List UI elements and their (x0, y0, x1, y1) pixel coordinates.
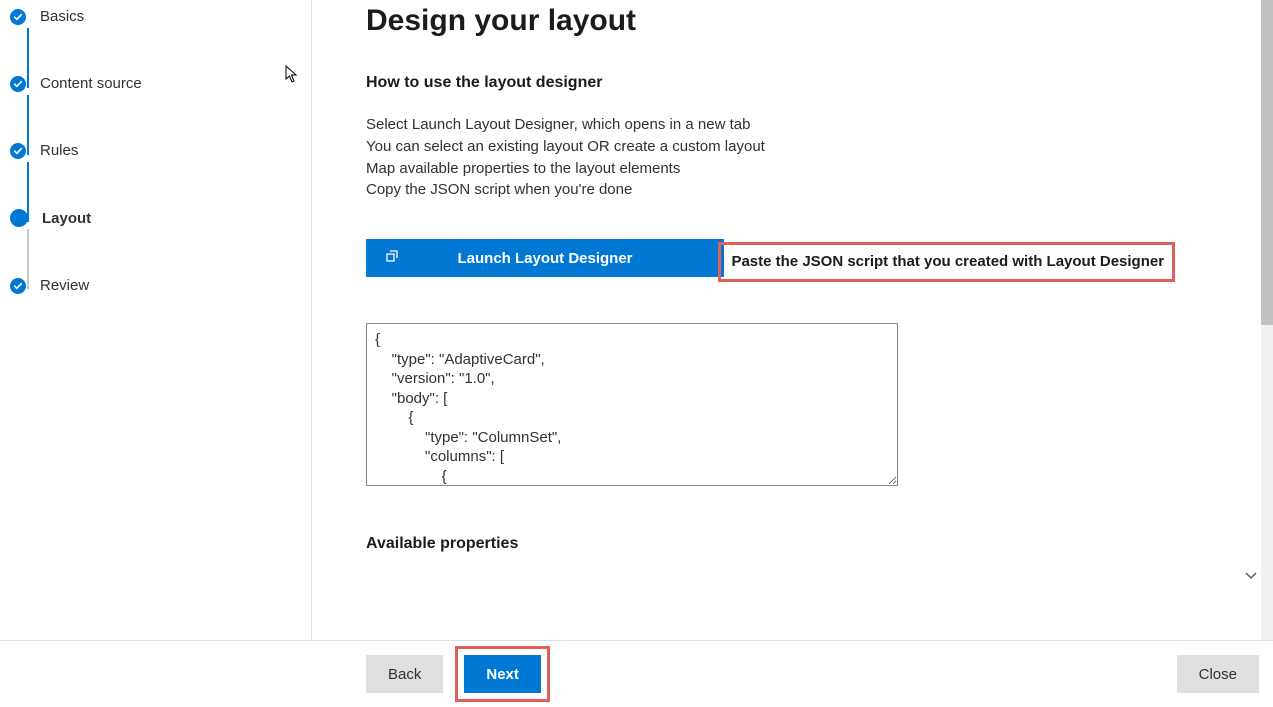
page-scrollbar-thumb[interactable] (1261, 0, 1273, 325)
json-script-textarea[interactable] (366, 323, 898, 486)
json-script-label: Paste the JSON script that you created w… (731, 253, 1164, 270)
launch-layout-designer-button[interactable]: Launch Layout Designer (366, 239, 724, 277)
step-label: Basics (40, 8, 84, 25)
json-label-highlight: Paste the JSON script that you created w… (718, 242, 1175, 282)
checkmark-icon (10, 76, 26, 92)
step-content-source[interactable]: Content source (10, 75, 311, 92)
available-properties-heading: Available properties (366, 535, 1273, 553)
step-label: Layout (42, 210, 91, 227)
wizard-steps-sidebar: Basics Content source Rules Layout (0, 0, 312, 640)
instruction-line: Map available properties to the layout e… (366, 158, 1273, 180)
step-label: Rules (40, 142, 78, 159)
main-content: Design your layout How to use the layout… (312, 0, 1273, 640)
wizard-footer: Back Next Close (0, 640, 1273, 707)
step-basics[interactable]: Basics (10, 8, 311, 25)
launch-button-label: Launch Layout Designer (418, 250, 724, 267)
open-external-icon (366, 250, 418, 266)
instruction-line: Copy the JSON script when you're done (366, 179, 1273, 201)
step-rules[interactable]: Rules (10, 142, 311, 159)
step-layout[interactable]: Layout (10, 209, 311, 227)
close-button[interactable]: Close (1177, 655, 1259, 693)
step-label: Review (40, 277, 89, 294)
instruction-line: You can select an existing layout OR cre… (366, 136, 1273, 158)
instructions-list: Select Launch Layout Designer, which ope… (366, 114, 1273, 201)
instruction-line: Select Launch Layout Designer, which ope… (366, 114, 1273, 136)
page-title: Design your layout (366, 4, 1273, 38)
how-to-heading: How to use the layout designer (366, 74, 1273, 92)
next-button-highlight: Next (455, 646, 550, 702)
checkmark-icon (10, 143, 26, 159)
step-label: Content source (40, 75, 142, 92)
chevron-down-icon[interactable] (1245, 572, 1257, 580)
back-button[interactable]: Back (366, 655, 443, 693)
current-step-icon (10, 209, 28, 227)
next-button[interactable]: Next (464, 655, 541, 693)
step-review[interactable]: Review (10, 277, 311, 294)
checkmark-icon (10, 278, 26, 294)
checkmark-icon (10, 9, 26, 25)
